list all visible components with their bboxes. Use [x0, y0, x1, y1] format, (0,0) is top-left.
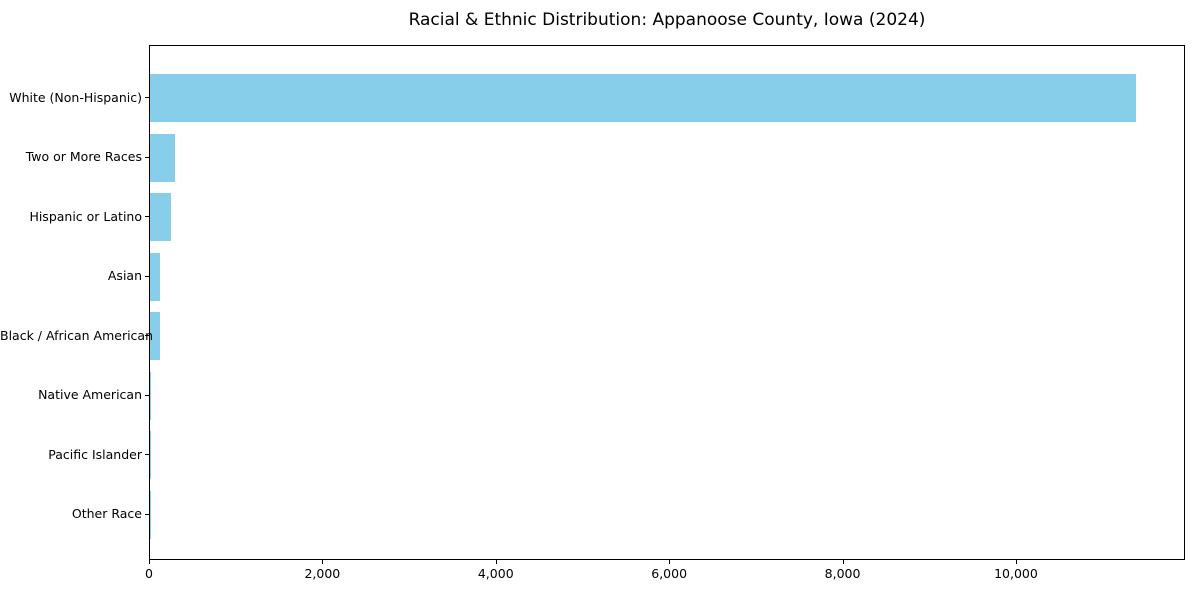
bar [150, 371, 151, 420]
y-tick-mark [145, 156, 149, 158]
x-tick-mark [495, 560, 497, 564]
y-tick-label: Native American [38, 387, 142, 402]
y-tick-label: Hispanic or Latino [29, 208, 142, 224]
x-tick-mark [669, 560, 671, 564]
x-tick-label: 4,000 [477, 566, 514, 581]
y-tick-mark [145, 275, 149, 277]
y-tick-label: Black / African American [0, 327, 154, 343]
x-tick-label: 10,000 [994, 566, 1038, 581]
x-tick-label: 6,000 [651, 566, 688, 581]
bar [150, 312, 160, 360]
x-tick-mark [842, 560, 844, 564]
bar [150, 193, 171, 241]
y-tick-mark [145, 454, 149, 455]
y-tick-mark [145, 216, 149, 217]
y-axis-labels: White (Non-Hispanic) Two or More Races His… [0, 0, 154, 600]
y-tick-mark [145, 394, 149, 396]
x-tick-mark [1015, 560, 1017, 564]
x-tick-label: 2,000 [304, 566, 341, 581]
y-tick-mark [145, 513, 149, 515]
bars-layer [150, 46, 1184, 559]
chart-title: Racial & Ethnic Distribution: Appanoose … [408, 10, 926, 30]
y-tick-label: Pacific Islander [48, 446, 142, 462]
y-tick-label: White (Non-Hispanic) [9, 89, 142, 105]
bar [150, 74, 1136, 122]
x-tick-label: 0 [145, 566, 153, 581]
y-tick-mark [145, 335, 149, 336]
bar [150, 133, 176, 182]
y-tick-label: Two or More Races [25, 149, 142, 164]
x-tick-mark [149, 560, 150, 564]
bar [150, 252, 160, 301]
plot-area [149, 45, 1185, 560]
y-tick-label: Asian [107, 268, 142, 283]
y-tick-label: Other Race [71, 506, 142, 521]
y-tick-mark [145, 97, 149, 98]
x-tick-mark [322, 560, 324, 564]
x-tick-label: 8,000 [824, 566, 861, 581]
